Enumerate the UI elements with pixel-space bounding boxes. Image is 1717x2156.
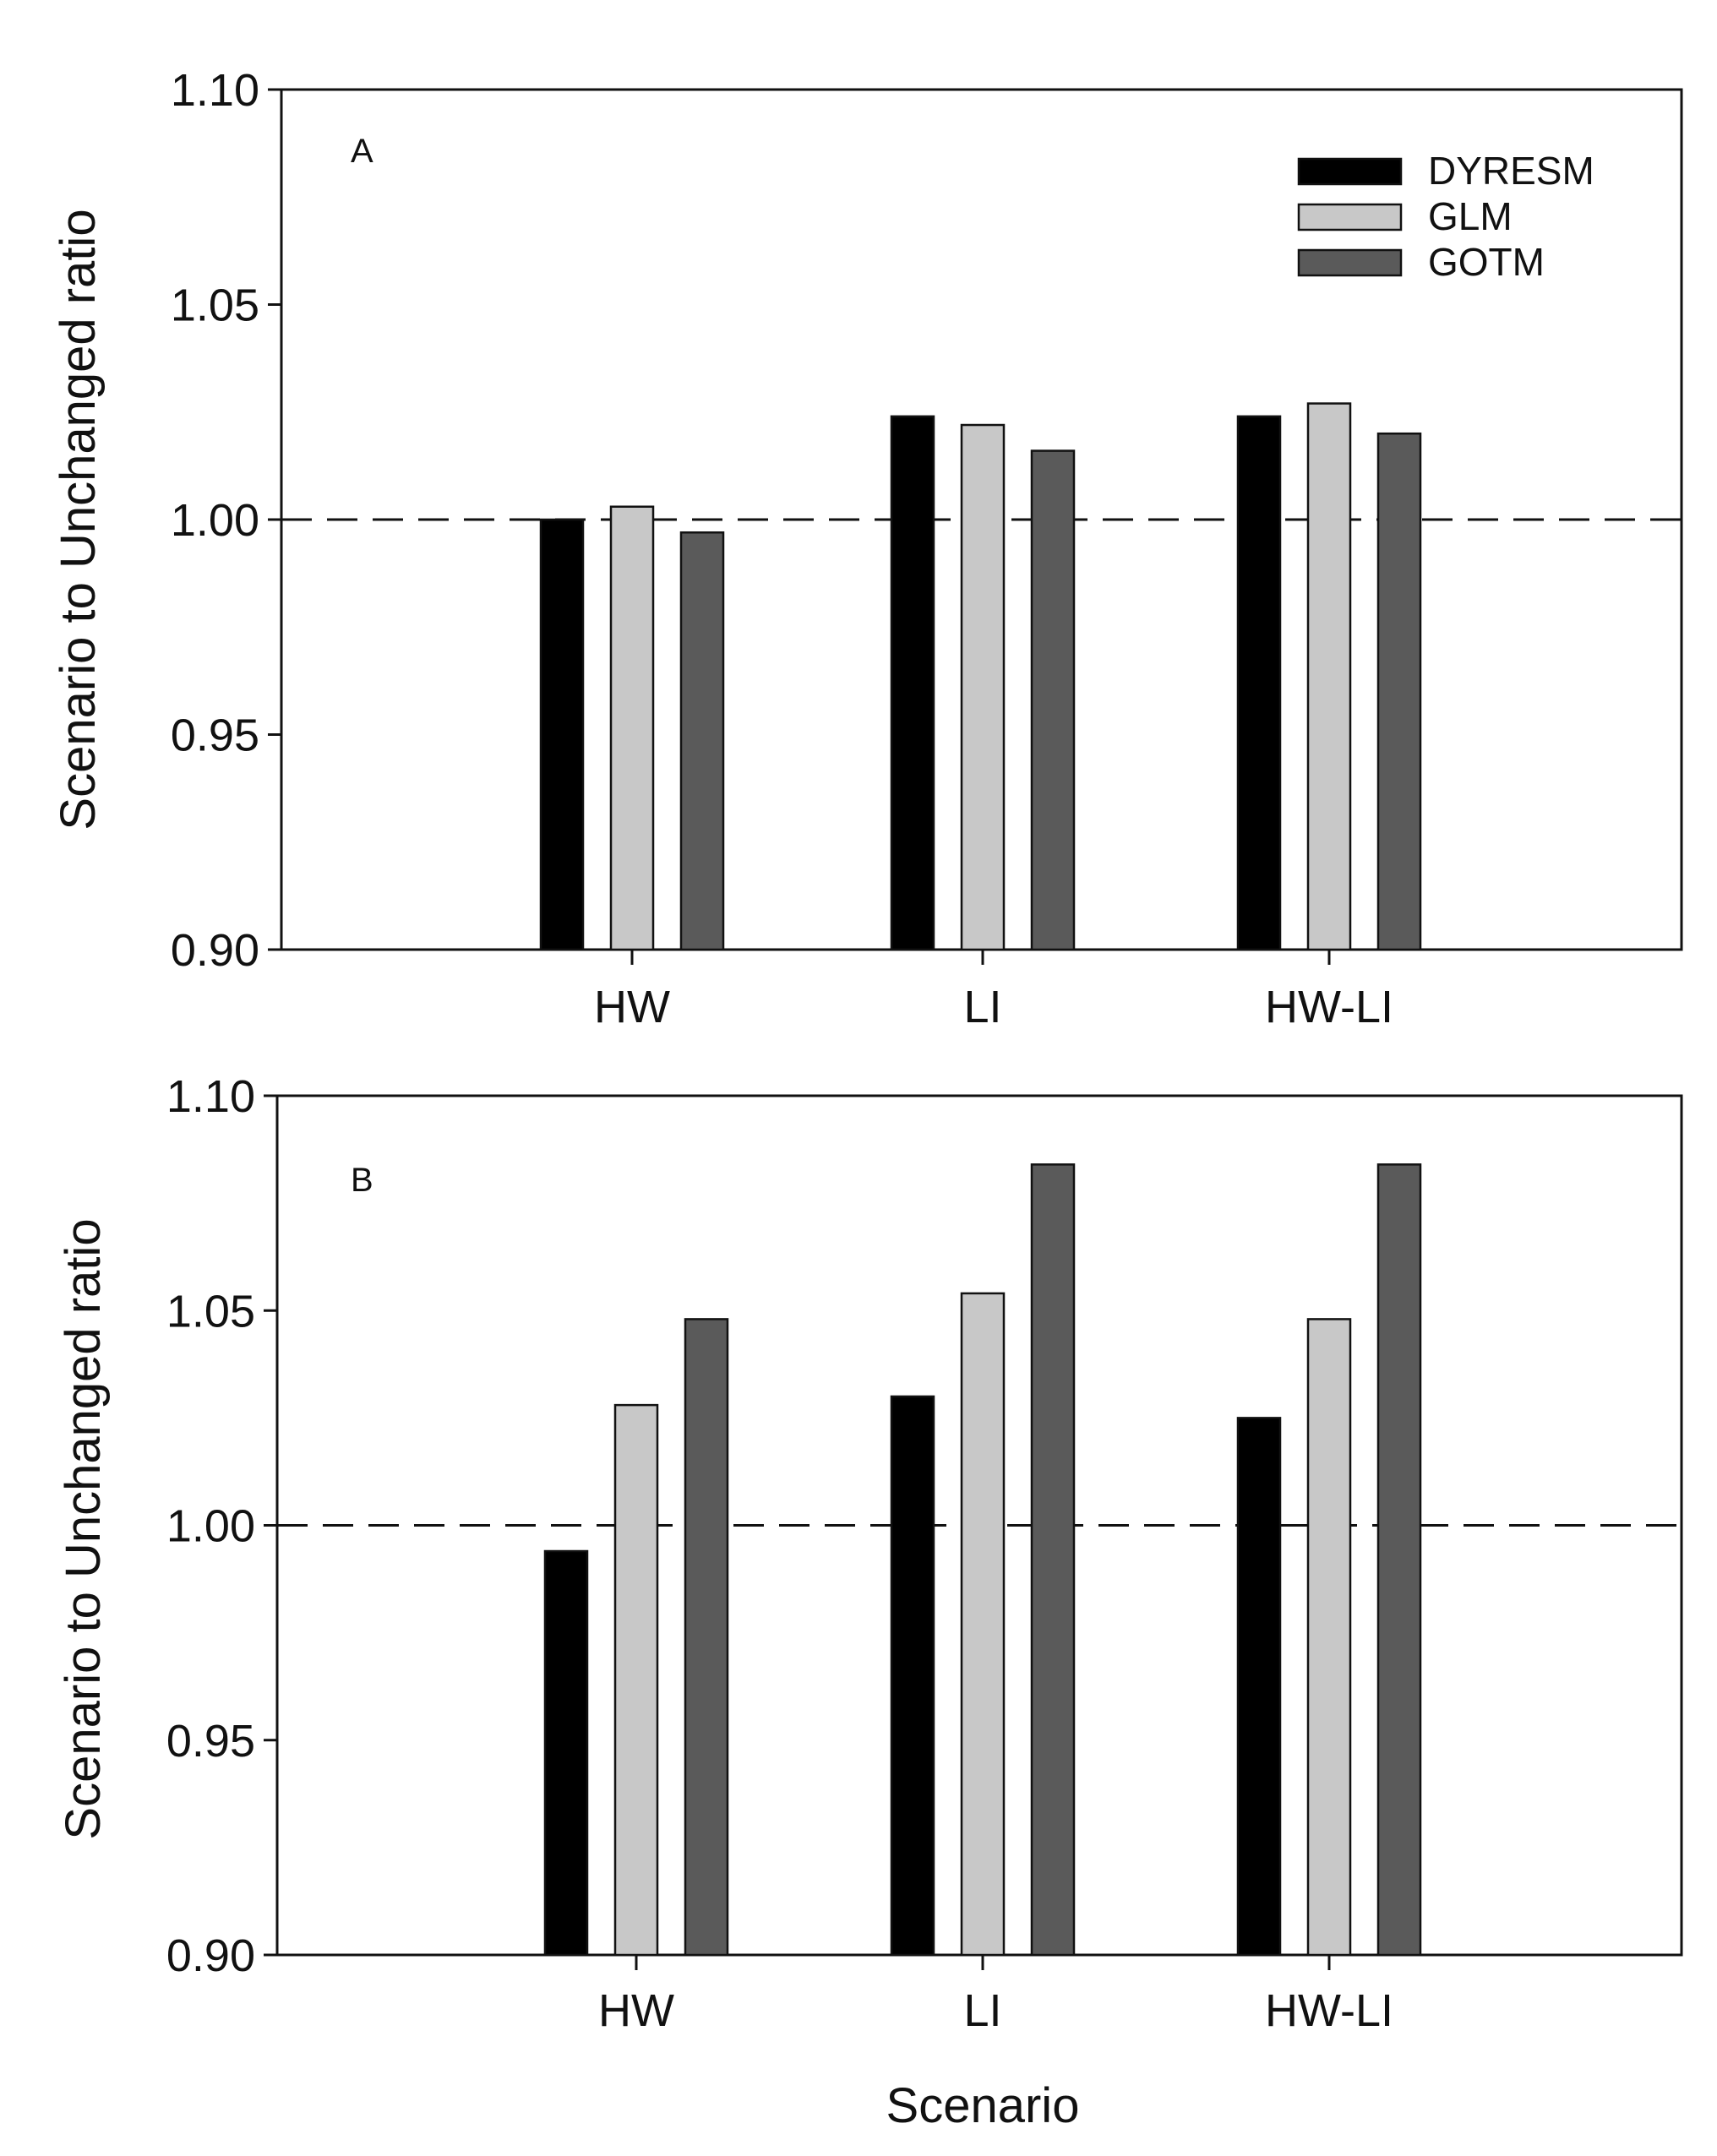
panel-b-tag: B xyxy=(351,1162,373,1199)
bar-b-li-dyresm xyxy=(890,1395,935,1957)
bar-a-hw-li-glm xyxy=(1306,402,1352,951)
y-tick-label-a-4: 1.10 xyxy=(171,65,259,116)
y-tick-label-a-0: 0.90 xyxy=(171,925,259,976)
y-tick-label-a-2: 1.00 xyxy=(171,495,259,546)
y-tick-label-a-3: 1.05 xyxy=(171,280,259,331)
bar-a-hw-dyresm xyxy=(539,518,585,951)
y-tick-label-b-0: 0.90 xyxy=(166,1930,255,1981)
bar-a-li-glm xyxy=(960,423,1006,951)
x-tick-label-a-li: LI xyxy=(963,982,1001,1032)
bar-a-hw-gotm xyxy=(679,531,725,951)
y-tick-label-a-1: 0.95 xyxy=(171,710,259,761)
y-tick-label-b-3: 1.05 xyxy=(166,1286,255,1337)
bar-b-hw-li-glm xyxy=(1306,1318,1352,1957)
panel-b: 0.90 0.95 1.00 1.05 1.10 HW LI HW-LI B Scenari… xyxy=(56,1071,1683,2133)
panel-a-tag: A xyxy=(351,133,373,170)
bar-b-hw-glm xyxy=(613,1403,659,1957)
x-axis-title: Scenario xyxy=(886,2078,1080,2133)
bar-a-li-gotm xyxy=(1030,449,1076,951)
bar-a-hw-glm xyxy=(609,505,655,951)
bar-a-hw-li-gotm xyxy=(1376,432,1422,951)
legend: DYRESM GLM GOTM xyxy=(1297,149,1594,284)
legend-label-glm: GLM xyxy=(1428,194,1513,238)
x-tick-label-b-hw-li: HW-LI xyxy=(1265,1985,1393,2036)
legend-label-dyresm: DYRESM xyxy=(1428,149,1594,193)
panel-b-y-axis-title: Scenario to Unchanged ratio xyxy=(56,1218,111,1839)
bar-a-hw-li-dyresm xyxy=(1236,415,1282,951)
x-tick-label-b-li: LI xyxy=(963,1985,1001,2036)
bar-b-hw-dyresm xyxy=(543,1549,589,1957)
y-tick-label-b-1: 0.95 xyxy=(166,1716,255,1767)
panel-a-y-axis-title: Scenario to Unchanged ratio xyxy=(51,209,106,830)
panel-a: 0.90 0.95 1.00 1.05 1.10 HW LI HW-LI A Scenari… xyxy=(51,65,1683,1032)
y-tick-label-b-4: 1.10 xyxy=(166,1071,255,1122)
legend-label-gotm: GOTM xyxy=(1428,240,1545,284)
bar-b-li-glm xyxy=(960,1292,1006,1957)
x-tick-label-a-hw: HW xyxy=(594,982,670,1032)
bar-b-hw-li-gotm xyxy=(1376,1163,1422,1957)
bar-b-li-gotm xyxy=(1030,1163,1076,1957)
bar-a-li-dyresm xyxy=(890,415,935,951)
bar-b-hw-gotm xyxy=(684,1318,729,1957)
x-tick-label-b-hw: HW xyxy=(598,1985,674,2036)
legend-swatch-dyresm xyxy=(1297,157,1403,186)
y-tick-label-b-2: 1.00 xyxy=(166,1501,255,1552)
x-tick-label-a-hw-li: HW-LI xyxy=(1265,982,1393,1032)
legend-swatch-gotm xyxy=(1297,248,1403,277)
legend-swatch-glm xyxy=(1297,203,1403,231)
bar-b-hw-li-dyresm xyxy=(1236,1417,1282,1957)
